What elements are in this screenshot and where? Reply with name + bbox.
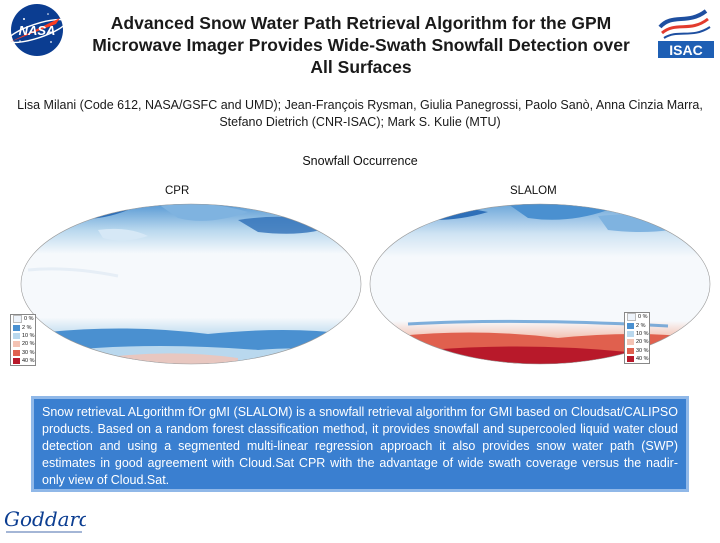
isac-logo-text: ISAC bbox=[669, 42, 702, 58]
nasa-logo-text: NASA bbox=[19, 23, 56, 38]
legend-item: 2 % bbox=[11, 323, 35, 331]
map-label-slalom: SLALOM bbox=[510, 185, 557, 197]
nasa-logo: NASA bbox=[4, 2, 70, 58]
map-label-cpr: CPR bbox=[165, 185, 190, 197]
legend-item: 10 % bbox=[11, 332, 35, 340]
legend-item: 20 % bbox=[11, 340, 35, 348]
legend-item: 20 % bbox=[625, 338, 649, 346]
slalom-map: 0 % 2 % 10 % 20 % 30 % 40 % bbox=[368, 200, 716, 368]
page-title: Advanced Snow Water Path Retrieval Algor… bbox=[92, 13, 630, 77]
description-box: Snow retrievaL ALgorithm fOr gMI (SLALOM… bbox=[31, 396, 689, 492]
authors-line: Lisa Milani (Code 612, NASA/GSFC and UMD… bbox=[17, 98, 703, 129]
legend-item: 0 % bbox=[625, 313, 649, 322]
legend-item: 0 % bbox=[11, 315, 35, 324]
legend-item: 2 % bbox=[625, 321, 649, 329]
goddard-logo: Goddard bbox=[2, 500, 92, 538]
figure-title: Snowfall Occurrence bbox=[302, 154, 418, 168]
legend-item: 40 % bbox=[11, 357, 35, 365]
cpr-map: 0 % 2 % 10 % 20 % 30 % 40 % bbox=[8, 200, 364, 368]
slalom-legend: 0 % 2 % 10 % 20 % 30 % 40 % bbox=[624, 312, 650, 365]
legend-item: 40 % bbox=[625, 355, 649, 363]
legend-item: 10 % bbox=[625, 330, 649, 338]
legend-item: 30 % bbox=[11, 349, 35, 357]
legend-item: 30 % bbox=[625, 347, 649, 355]
cpr-legend: 0 % 2 % 10 % 20 % 30 % 40 % bbox=[10, 314, 36, 367]
goddard-logo-text: Goddard bbox=[4, 507, 86, 531]
isac-logo: ISAC bbox=[654, 3, 716, 60]
